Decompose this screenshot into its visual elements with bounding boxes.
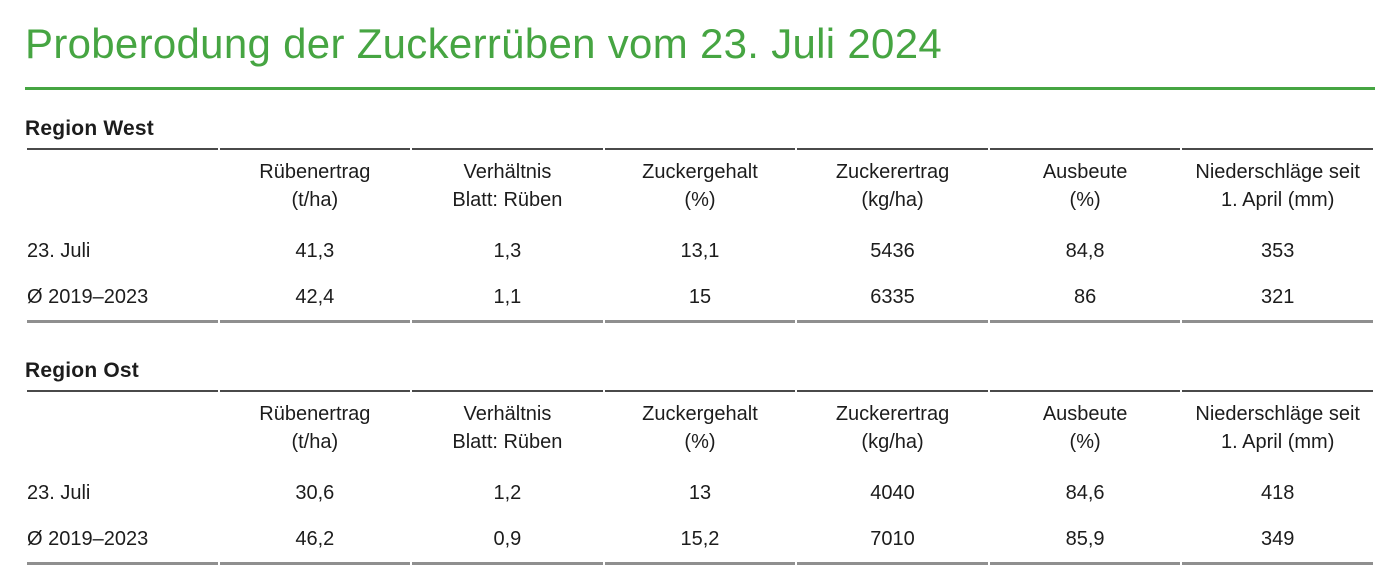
row-label: 23. Juli <box>27 239 91 262</box>
column-header: Niederschläge seit 1. April (mm) <box>1182 389 1373 470</box>
cell-value: 321 <box>1182 274 1373 323</box>
cell-value: 6335 <box>797 274 988 323</box>
column-header: Rübenertrag (t/ha) <box>219 148 411 228</box>
cell-value: 41,3 <box>295 239 335 262</box>
cell-value: 1,3 <box>493 239 522 262</box>
cell-value: 4040 <box>870 481 915 504</box>
column-header: Zuckerertrag (kg/ha) <box>797 148 988 228</box>
column-header-unit: (t/ha) <box>291 189 339 212</box>
column-header: Zuckergehalt (%) <box>604 389 796 470</box>
column-header-unit: (%) <box>1069 189 1101 212</box>
column-header-empty <box>27 389 218 470</box>
column-header-unit: (%) <box>1069 431 1101 454</box>
cell-value: 86 <box>989 274 1181 323</box>
cell-value: 15,2 <box>604 516 796 565</box>
row-label: Ø 2019–2023 <box>27 274 218 323</box>
table-row: 23. Juli 30,6 1,2 13 4040 84,6 418 <box>27 470 1373 516</box>
cell-value: 1,1 <box>412 274 603 323</box>
cell-value: 85,9 <box>989 516 1181 565</box>
column-header-name: Niederschläge seit <box>1195 402 1360 425</box>
table-row: Ø 2019–2023 42,4 1,1 15 6335 86 321 <box>27 274 1373 323</box>
column-header-unit: (t/ha) <box>291 431 339 454</box>
column-header-name: Ausbeute <box>1042 161 1128 184</box>
region-title: Region Ost <box>25 358 140 382</box>
report-page: Proberodung der Zuckerrüben vom 23. Juli… <box>25 20 1375 565</box>
column-header-unit: Blatt: Rüben <box>452 189 563 212</box>
column-header-name: Verhältnis <box>463 402 552 425</box>
cell-value: 42,4 <box>219 274 411 323</box>
column-header: Zuckerertrag (kg/ha) <box>797 389 988 470</box>
row-label: 23. Juli <box>27 481 91 504</box>
cell-value: 1,2 <box>493 481 522 504</box>
column-header-name: Niederschläge seit <box>1195 161 1360 184</box>
cell-value: 418 <box>1261 481 1295 504</box>
column-header-unit: (kg/ha) <box>861 431 924 454</box>
cell-value: 13,1 <box>680 239 720 262</box>
cell-value: 5436 <box>870 239 915 262</box>
column-header-name: Rübenertrag <box>259 402 371 425</box>
harvest-table-ost: Rübenertrag (t/ha) Verhältnis Blatt: Rüb… <box>25 389 1375 565</box>
column-header-unit: 1. April (mm) <box>1221 431 1335 454</box>
region-ost-section: Region Ost Rübenertrag (t/ha) Verhältnis… <box>25 359 1375 565</box>
cell-value: 0,9 <box>412 516 603 565</box>
region-title: Region West <box>25 117 154 141</box>
column-header-empty <box>27 148 218 228</box>
cell-value: 30,6 <box>295 481 335 504</box>
cell-value: 46,2 <box>219 516 411 565</box>
title-underline <box>25 87 1375 91</box>
row-label: Ø 2019–2023 <box>27 516 218 565</box>
page-title: Proberodung der Zuckerrüben vom 23. Juli… <box>25 20 943 67</box>
column-header-name: Ausbeute <box>1042 402 1128 425</box>
column-header: Niederschläge seit 1. April (mm) <box>1182 148 1373 228</box>
column-header: Verhältnis Blatt: Rüben <box>412 148 603 228</box>
column-header-unit: 1. April (mm) <box>1221 189 1335 212</box>
column-header-unit: (kg/ha) <box>861 189 924 212</box>
cell-value: 84,8 <box>1065 239 1105 262</box>
column-header-name: Zuckerertrag <box>835 161 950 184</box>
column-header: Rübenertrag (t/ha) <box>219 389 411 470</box>
cell-value: 13 <box>688 481 712 504</box>
cell-value: 7010 <box>797 516 988 565</box>
column-header: Zuckergehalt (%) <box>604 148 796 228</box>
region-west-section: Region West Rübenertrag (t/ha) Verhältni… <box>25 117 1375 323</box>
header-row: Rübenertrag (t/ha) Verhältnis Blatt: Rüb… <box>27 389 1373 470</box>
column-header-name: Zuckergehalt <box>642 402 758 425</box>
table-row: 23. Juli 41,3 1,3 13,1 5436 84,8 353 <box>27 228 1373 274</box>
table-row: Ø 2019–2023 46,2 0,9 15,2 7010 85,9 349 <box>27 516 1373 565</box>
column-header-unit: (%) <box>684 431 716 454</box>
harvest-table-west: Rübenertrag (t/ha) Verhältnis Blatt: Rüb… <box>25 148 1375 323</box>
cell-value: 349 <box>1182 516 1373 565</box>
column-header: Verhältnis Blatt: Rüben <box>412 389 603 470</box>
column-header-name: Verhältnis <box>463 161 552 184</box>
column-header-unit: Blatt: Rüben <box>452 431 563 454</box>
column-header-name: Zuckergehalt <box>642 161 758 184</box>
column-header: Ausbeute (%) <box>989 389 1181 470</box>
column-header-name: Zuckerertrag <box>835 402 950 425</box>
header-row: Rübenertrag (t/ha) Verhältnis Blatt: Rüb… <box>27 148 1373 228</box>
cell-value: 15 <box>604 274 796 323</box>
column-header-name: Rübenertrag <box>259 161 371 184</box>
column-header-unit: (%) <box>684 189 716 212</box>
column-header: Ausbeute (%) <box>989 148 1181 228</box>
cell-value: 353 <box>1261 239 1295 262</box>
cell-value: 84,6 <box>1065 481 1105 504</box>
